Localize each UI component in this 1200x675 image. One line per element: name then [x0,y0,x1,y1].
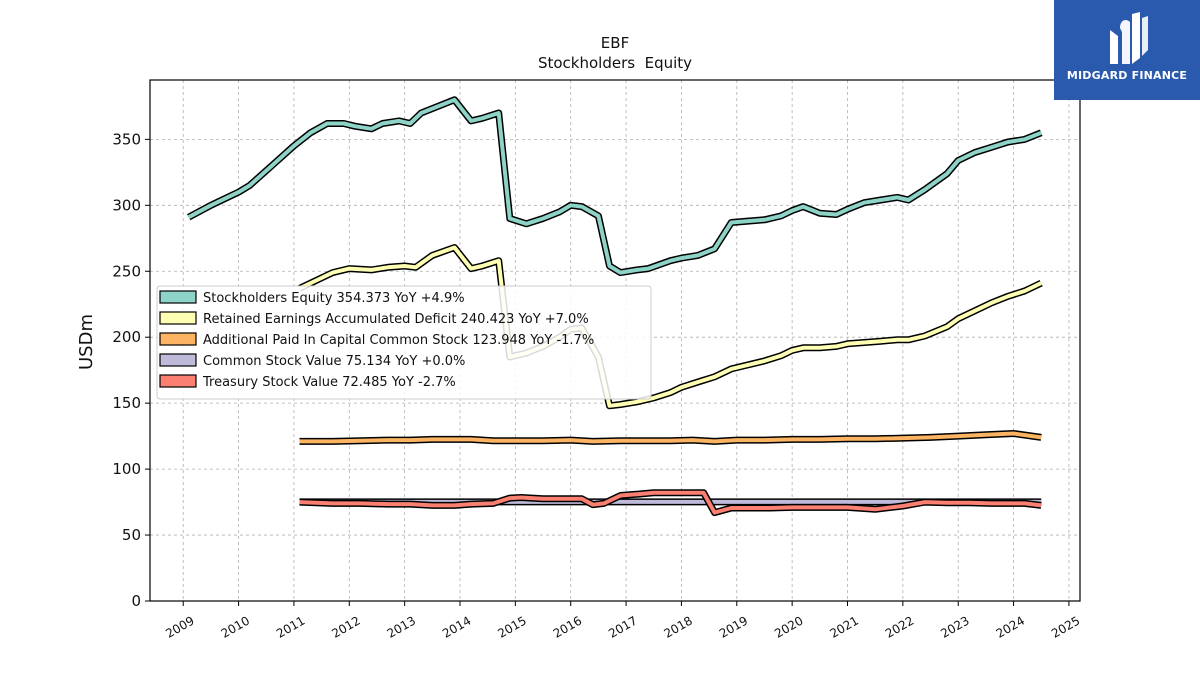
chart-subtitle: Stockholders Equity [538,54,692,72]
plot-frame [149,79,1081,602]
x-tick-label: 2011 [274,613,307,640]
x-tick-label: 2012 [329,613,362,640]
x-tick-label: 2018 [661,613,694,640]
x-tick-label: 2009 [163,613,196,640]
midgard-finance-logo: MIDGARD FINANCE [1054,0,1200,100]
series-0 [187,96,1043,277]
x-tick-label: 2015 [495,613,528,640]
legend-entry: Additional Paid In Capital Common Stock … [203,333,594,348]
legend-swatch [159,311,197,325]
x-tick-label: 2024 [994,613,1027,640]
series-line [187,97,1042,275]
x-tick-label: 2025 [1049,613,1082,640]
series-line [299,490,1042,515]
legend-swatch [159,332,197,346]
series-2 [299,430,1042,445]
x-tick-label: 2010 [219,613,252,640]
x-tick-label: 2021 [828,613,861,640]
logo-mark-icon [1110,12,1148,64]
y-tick-label: 150 [112,394,141,412]
y-tick-label: 300 [112,196,141,214]
legend-entry: Treasury Stock Value 72.485 YoY -2.7% [202,375,456,390]
legend-entry: Stockholders Equity 354.373 YoY +4.9% [203,291,465,306]
chart-legend: Stockholders Equity 354.373 YoY +4.9% Ret… [156,285,652,400]
series-line-outline [187,96,1043,277]
x-tick-label: 2019 [717,613,750,640]
series-4 [299,489,1042,517]
series-1 [297,244,1043,410]
x-tick-label: 2022 [883,613,916,640]
chart-title: EBF [601,34,629,52]
x-tick-label: 2014 [440,613,473,640]
series-layer [187,96,1043,517]
x-tick-label: 2013 [385,613,418,640]
legend-swatch [159,374,197,388]
y-tick-label: 0 [131,592,141,610]
y-tick-label: 200 [112,328,141,346]
y-axis-label: USDm [76,314,97,370]
series-line [298,245,1043,408]
logo-text: MIDGARD FINANCE [1066,69,1188,82]
legend-entry: Retained Earnings Accumulated Deficit 24… [203,312,589,327]
legend-swatch [159,290,197,304]
y-tick-label: 350 [112,130,141,148]
series-line [299,431,1042,444]
y-tick-label: 100 [112,460,141,478]
x-tick-label: 2017 [606,613,639,640]
y-tick-label: 250 [112,262,141,280]
legend-entry: Common Stock Value 75.134 YoY +0.0% [203,354,465,369]
legend-box [156,285,652,400]
x-tick-label: 2023 [938,613,971,640]
x-tick-label: 2016 [551,613,584,640]
legend-swatch [159,353,197,367]
x-tick-label: 2020 [772,613,805,640]
y-tick-label: 50 [122,526,141,544]
